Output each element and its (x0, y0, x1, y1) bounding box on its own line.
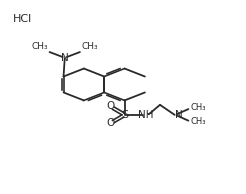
Text: CH₃: CH₃ (32, 42, 48, 51)
Text: S: S (121, 110, 128, 120)
Text: O: O (106, 118, 114, 128)
Text: CH₃: CH₃ (190, 103, 206, 113)
Text: HCl: HCl (13, 14, 32, 24)
Text: CH₃: CH₃ (81, 42, 98, 51)
Text: NH: NH (138, 110, 153, 120)
Text: CH₃: CH₃ (190, 117, 206, 126)
Text: O: O (106, 101, 114, 111)
Text: N: N (175, 110, 183, 120)
Text: N: N (61, 53, 69, 63)
